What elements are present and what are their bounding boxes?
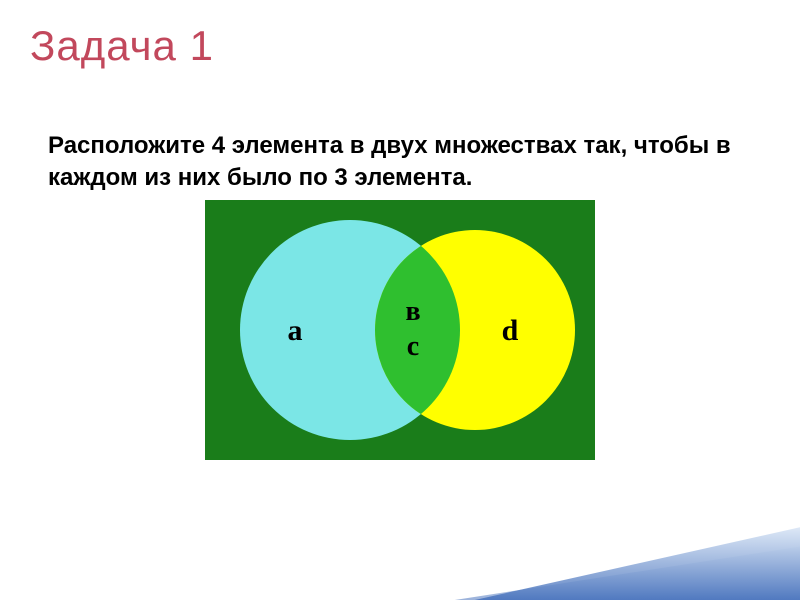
- venn-label-a: a: [288, 314, 303, 347]
- venn-svg: a вc d: [205, 200, 595, 460]
- slide-title: Задача 1: [30, 22, 214, 70]
- problem-text-line1: Расположите 4 элемента в двух множествах…: [48, 130, 752, 162]
- venn-label-c: c: [407, 331, 419, 362]
- problem-text: Расположите 4 элемента в двух множествах…: [48, 130, 752, 195]
- venn-label-b: в: [405, 296, 420, 327]
- slide: Задача 1 Расположите 4 элемента в двух м…: [0, 0, 800, 600]
- venn-diagram: a вc d: [205, 200, 595, 460]
- venn-label-d: d: [502, 314, 519, 347]
- problem-text-line2: каждом из них было по 3 элемента.: [48, 162, 752, 194]
- corner-decoration: [390, 490, 800, 600]
